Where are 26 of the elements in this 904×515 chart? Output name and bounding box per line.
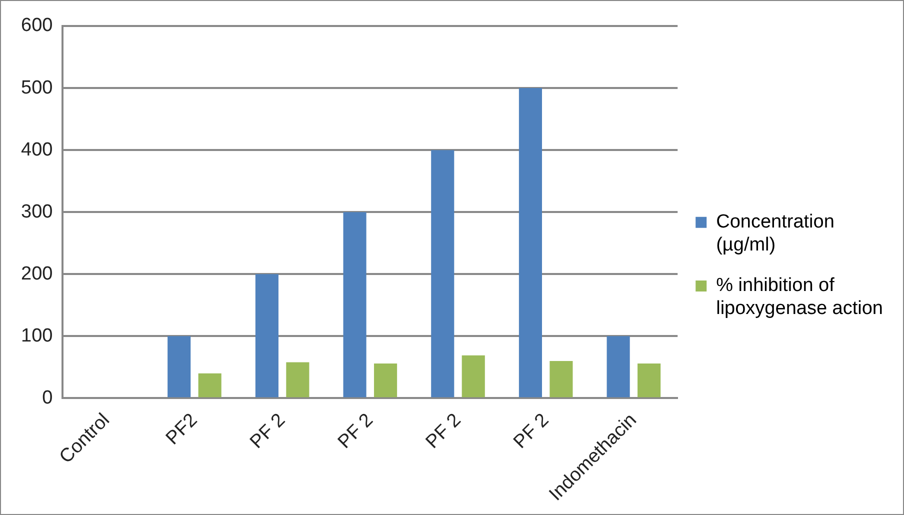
bar (638, 363, 661, 398)
bar (198, 373, 222, 398)
bar (606, 336, 630, 398)
x-tick-label: PF 2 (510, 410, 554, 453)
legend-label: % inhibition of lipoxygenase action (716, 275, 883, 320)
x-tick-label: PF 2 (422, 410, 466, 453)
y-tick-label: 500 (21, 77, 53, 98)
bar (462, 355, 485, 398)
y-tick-label: 600 (21, 15, 53, 36)
y-tick-label: 100 (21, 325, 53, 346)
bar (255, 274, 278, 398)
y-tick-label: 300 (21, 201, 53, 222)
bar (518, 88, 542, 398)
bar (550, 360, 573, 398)
bar (374, 363, 398, 398)
bar (168, 336, 191, 398)
x-tick-label: PF 2 (246, 410, 290, 453)
bar (343, 212, 366, 398)
x-tick-label: PF2 (162, 410, 202, 450)
y-tick-label: 400 (21, 139, 53, 160)
y-tick-label: 0 (42, 387, 53, 408)
y-tick-label: 200 (21, 263, 53, 284)
legend-label: Concentration (µg/ml) (716, 212, 834, 256)
x-tick-label: PF 2 (334, 410, 378, 453)
bar (286, 362, 310, 398)
bar (431, 150, 454, 398)
